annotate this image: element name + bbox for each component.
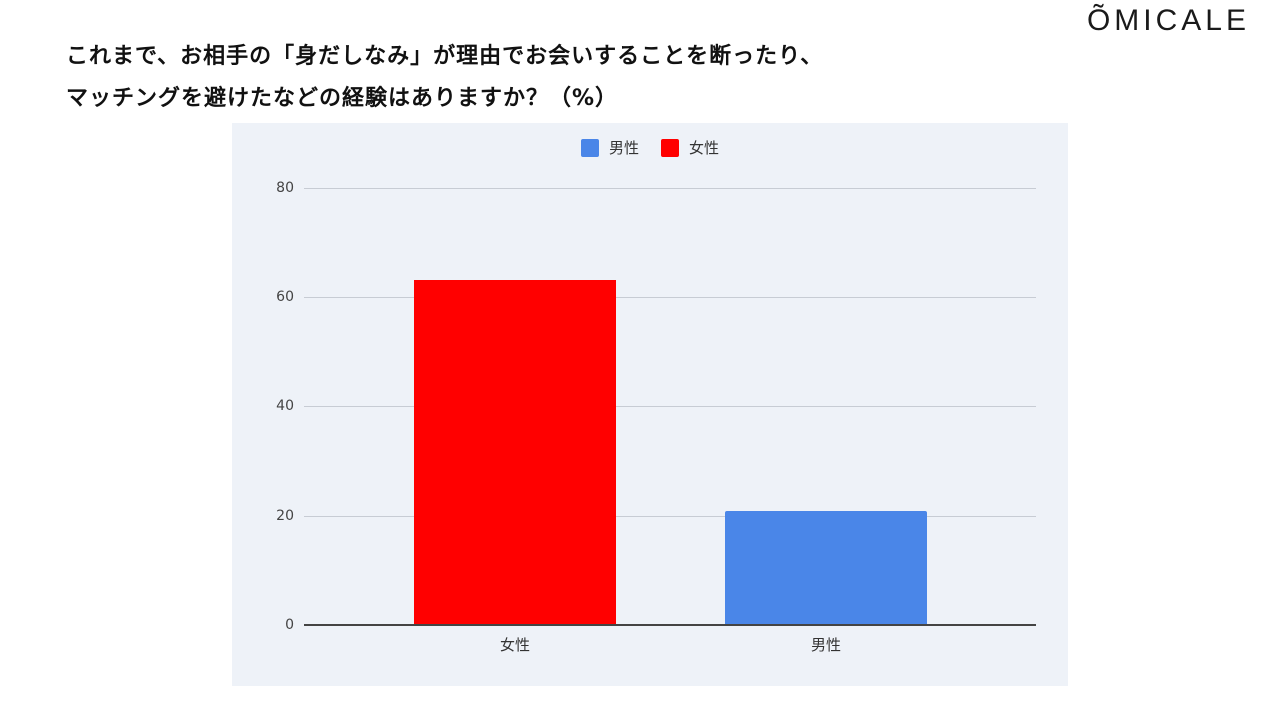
legend-label-male: 男性 — [608, 139, 639, 157]
legend-swatch-male-icon — [580, 138, 599, 157]
x-label-female: 女性 — [499, 636, 531, 654]
y-tick-80: 80 — [276, 180, 294, 196]
legend-item-male: 男性 — [580, 137, 639, 158]
gridline-60 — [304, 297, 1036, 298]
legend-item-female: 女性 — [661, 137, 719, 158]
chart-title-line-1: これまで、お相手の「身だしなみ」が理由でお会いすることを断ったり、 — [66, 44, 824, 69]
chart-title-line-2: マッチングを避けたなどの経験はありますか？（%） — [66, 86, 619, 111]
y-tick-40: 40 — [276, 398, 294, 414]
legend-label-female: 女性 — [689, 139, 720, 157]
gridline-80 — [304, 188, 1036, 189]
gridline-20 — [304, 516, 1036, 517]
chart-title: これまで、お相手の「身だしなみ」が理由でお会いすることを断ったり、 マッチングを… — [66, 36, 823, 120]
x-axis-baseline — [304, 624, 1036, 626]
chart-legend: 男性 女性 — [232, 137, 1068, 158]
x-label-male: 男性 — [810, 636, 842, 654]
legend-swatch-female-icon — [661, 138, 679, 157]
bar-male — [725, 511, 927, 625]
bar-female — [414, 280, 616, 625]
omicale-logo: ÕMICALE — [1086, 4, 1250, 37]
chart-panel: 男性 女性 80 60 40 20 0 女性 男性 — [232, 123, 1068, 686]
y-tick-20: 20 — [276, 508, 294, 524]
y-tick-60: 60 — [276, 289, 294, 305]
gridline-40 — [304, 406, 1036, 407]
plot-area: 80 60 40 20 0 女性 男性 — [276, 180, 1036, 654]
y-tick-0: 0 — [285, 617, 294, 633]
